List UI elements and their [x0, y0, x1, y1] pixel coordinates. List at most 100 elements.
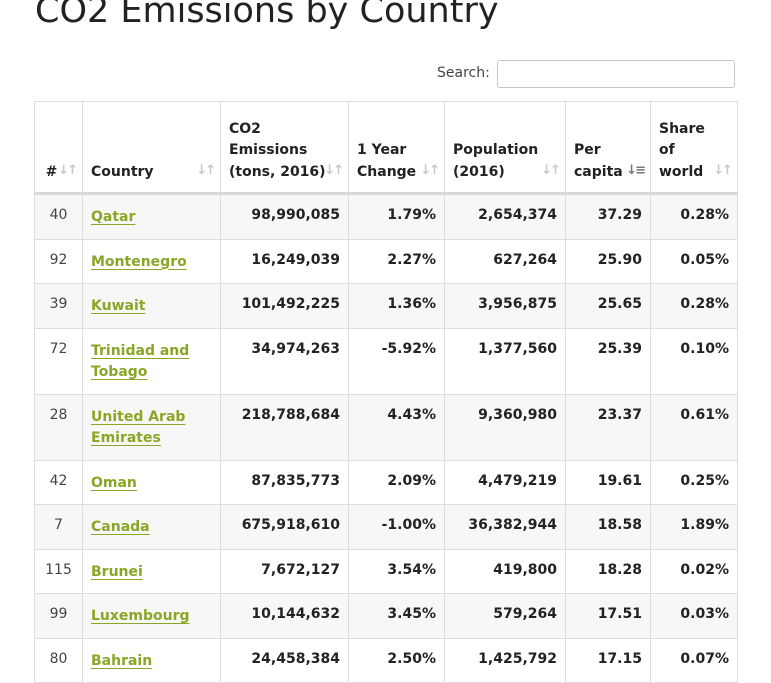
cell-population: 2,654,374 — [444, 193, 566, 240]
cell-per-capita: 25.39 — [565, 327, 651, 395]
cell-country: Luxembourg — [82, 593, 221, 639]
cell-per-capita: 19.61 — [565, 459, 651, 505]
table-row: 92 Montenegro 16,249,039 2.27% 627,264 25.90 0… — [34, 238, 738, 284]
cell-population: 9,360,980 — [444, 393, 566, 461]
cell-rank: 28 — [34, 393, 83, 461]
table-row: 39 Kuwait 101,492,225 1.36% 3,956,875 25.65 0.… — [34, 283, 738, 329]
cell-rank: 80 — [34, 637, 83, 683]
search-input[interactable] — [497, 60, 735, 88]
sort-arrows-icon[interactable]: ↓↑ — [324, 162, 344, 178]
cell-emissions-value: 34,974,263 — [251, 340, 340, 357]
cell-population: 1,377,560 — [444, 327, 566, 395]
sort-descending-icon[interactable]: ↓≡ — [626, 162, 646, 178]
cell-share: 1.89% — [650, 504, 738, 550]
cell-population-value: 579,264 — [493, 606, 557, 622]
cell-population-value: 419,800 — [493, 561, 557, 578]
cell-rank: 72 — [34, 327, 83, 395]
table-row: 40 Qatar 98,990,085 1.79% 2,654,374 37.29 0.28… — [34, 193, 738, 240]
cell-emissions: 101,492,225 — [220, 283, 349, 329]
country-link[interactable]: Bahrain — [91, 652, 153, 669]
country-link[interactable]: Oman — [91, 474, 137, 491]
cell-change: 2.27% — [348, 238, 445, 284]
sort-arrows-icon[interactable]: ↓↑ — [713, 162, 733, 178]
cell-population-value: 2,654,374 — [478, 207, 557, 223]
cell-population: 3,956,875 — [444, 283, 566, 329]
cell-rank-value: 28 — [49, 406, 68, 423]
cell-per-capita: 25.65 — [565, 283, 651, 329]
country-link[interactable]: Kuwait — [91, 298, 146, 314]
cell-per-capita-value: 25.65 — [597, 296, 642, 312]
column-header-share[interactable]: Share of world ↓↑ — [650, 101, 738, 195]
cell-country: Canada — [82, 504, 221, 550]
cell-country: Qatar — [82, 193, 221, 240]
cell-per-capita-value: 17.51 — [597, 606, 642, 622]
cell-per-capita: 17.51 — [565, 593, 651, 639]
country-link[interactable]: Brunei — [91, 563, 143, 580]
cell-rank: 7 — [34, 504, 83, 550]
cell-change: 1.36% — [348, 283, 445, 329]
cell-change-value: 3.54% — [387, 561, 436, 578]
cell-per-capita-value: 25.39 — [597, 340, 642, 357]
sort-arrows-icon[interactable]: ↓↑ — [420, 162, 440, 178]
cell-emissions: 16,249,039 — [220, 238, 349, 284]
cell-population-value: 36,382,944 — [468, 517, 557, 533]
cell-emissions-value: 10,144,632 — [251, 606, 340, 622]
cell-country: United Arab Emirates — [82, 393, 221, 461]
sort-arrows-icon[interactable]: ↓↑ — [58, 162, 78, 178]
country-link[interactable]: Canada — [91, 519, 150, 535]
cell-country: Bahrain — [82, 637, 221, 683]
cell-change: 3.45% — [348, 593, 445, 639]
cell-per-capita: 18.28 — [565, 548, 651, 594]
header-label: # — [45, 163, 58, 180]
cell-per-capita-value: 18.58 — [597, 517, 642, 533]
cell-emissions-value: 7,672,127 — [261, 561, 340, 578]
cell-per-capita: 25.90 — [565, 238, 651, 284]
cell-share: 0.28% — [650, 193, 738, 240]
cell-per-capita-value: 23.37 — [597, 406, 642, 423]
cell-rank-value: 72 — [49, 340, 68, 357]
country-link[interactable]: Trinidad and Tobago — [91, 342, 190, 381]
sort-arrows-icon[interactable]: ↓↑ — [196, 162, 216, 178]
cell-share: 0.10% — [650, 327, 738, 395]
country-link[interactable]: United Arab Emirates — [91, 408, 186, 447]
cell-population-value: 4,479,219 — [478, 472, 557, 489]
cell-rank: 115 — [34, 548, 83, 594]
cell-change-value: -1.00% — [381, 517, 436, 533]
column-header-emissions[interactable]: CO2 Emissions (tons, 2016) ↓↑ — [220, 101, 349, 195]
cell-share-value: 1.89% — [680, 517, 729, 533]
country-link[interactable]: Qatar — [91, 209, 136, 225]
cell-per-capita-value: 25.90 — [597, 251, 642, 268]
cell-per-capita: 18.58 — [565, 504, 651, 550]
cell-change-value: -5.92% — [381, 340, 436, 357]
header-label: Share of world — [659, 120, 705, 180]
emissions-table: # ↓↑ Country ↓↑ CO2 Emissions (tons, 201… — [34, 101, 738, 683]
cell-population: 1,425,792 — [444, 637, 566, 683]
column-header-rank[interactable]: # ↓↑ — [34, 101, 83, 195]
cell-share-value: 0.25% — [680, 472, 729, 489]
cell-per-capita: 17.15 — [565, 637, 651, 683]
cell-change: 2.09% — [348, 459, 445, 505]
cell-population: 627,264 — [444, 238, 566, 284]
cell-share: 0.61% — [650, 393, 738, 461]
cell-rank: 92 — [34, 238, 83, 284]
country-link[interactable]: Luxembourg — [91, 608, 190, 624]
cell-rank: 39 — [34, 283, 83, 329]
cell-per-capita: 37.29 — [565, 193, 651, 240]
cell-change: -1.00% — [348, 504, 445, 550]
column-header-country[interactable]: Country ↓↑ — [82, 101, 221, 195]
cell-country: Trinidad and Tobago — [82, 327, 221, 395]
cell-emissions: 98,990,085 — [220, 193, 349, 240]
cell-share-value: 0.07% — [680, 650, 729, 667]
table-row: 28 United Arab Emirates 218,788,684 4.43% 9,… — [34, 393, 738, 461]
sort-arrows-icon[interactable]: ↓↑ — [541, 162, 561, 178]
country-link[interactable]: Montenegro — [91, 253, 187, 270]
column-header-population[interactable]: Population (2016) ↓↑ — [444, 101, 566, 195]
cell-emissions-value: 24,458,384 — [251, 650, 340, 667]
cell-per-capita-value: 17.15 — [597, 650, 642, 667]
cell-share-value: 0.10% — [680, 340, 729, 357]
column-header-change[interactable]: 1 Year Change ↓↑ — [348, 101, 445, 195]
column-header-per-capita[interactable]: Per capita ↓≡ — [565, 101, 651, 195]
header-label: 1 Year Change — [357, 142, 417, 180]
cell-country: Montenegro — [82, 238, 221, 284]
cell-emissions: 87,835,773 — [220, 459, 349, 505]
